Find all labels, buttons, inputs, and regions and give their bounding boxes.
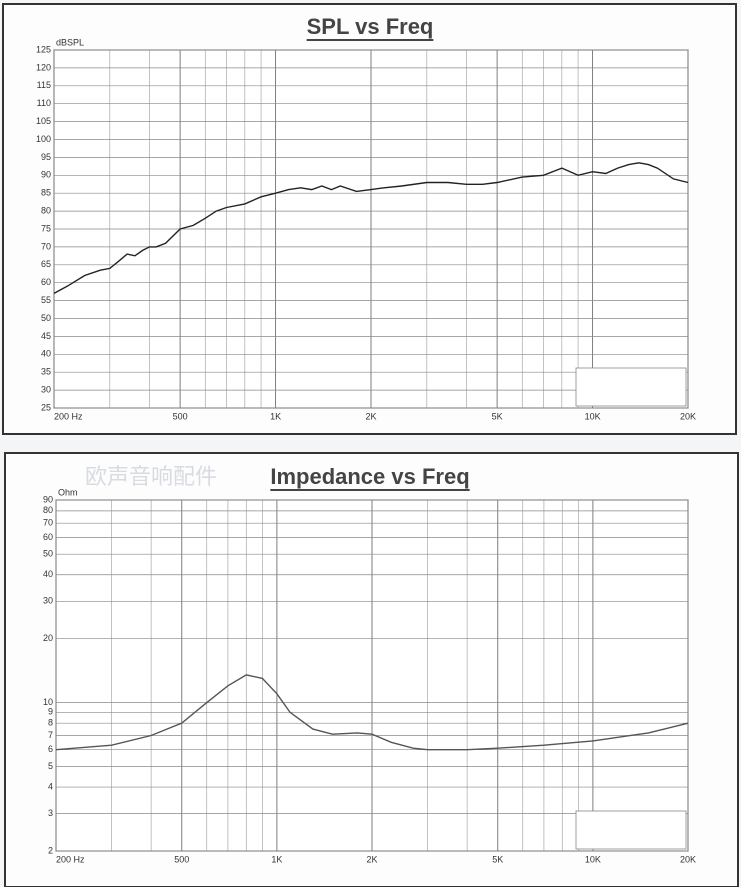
data-line [55, 674, 689, 751]
y-tick-label: 70 [43, 518, 53, 528]
y-tick-label: 9 [48, 707, 53, 717]
y-tick-label: 30 [41, 384, 51, 394]
x-tick-label: 2K [365, 411, 376, 421]
y-tick-label: 75 [41, 223, 51, 233]
y-tick-label: 4 [48, 781, 53, 791]
x-tick-label: 1K [270, 411, 281, 421]
y-tick-label: 115 [37, 80, 51, 90]
y-tick-label: 2 [48, 845, 53, 855]
y-tick-label: 30 [43, 596, 53, 606]
x-tick-label: 200 Hz [56, 854, 85, 864]
data-line [53, 162, 689, 295]
y-tick-label: 50 [41, 313, 51, 323]
y-tick-label: 45 [41, 331, 51, 341]
y-tick-label: 10 [43, 697, 53, 707]
chart-title: Impedance vs Freq [270, 464, 469, 489]
y-tick-label: 35 [41, 367, 51, 377]
y-tick-label: 60 [41, 277, 51, 287]
y-tick-label: 80 [43, 505, 53, 515]
y-tick-label: 20 [43, 633, 53, 643]
y-tick-label: 8 [48, 718, 53, 728]
y-tick-label: 110 [37, 98, 51, 108]
y-tick-label: 50 [43, 549, 53, 559]
y-tick-label: 7 [48, 730, 53, 740]
y-tick-label: 40 [41, 349, 51, 359]
x-tick-label: 5K [492, 411, 503, 421]
x-tick-label: 10K [585, 411, 601, 421]
y-tick-label: 70 [41, 241, 51, 251]
logo-box [575, 810, 687, 850]
x-tick-label: 1K [271, 854, 282, 864]
x-tick-label: 10K [585, 854, 601, 864]
y-axis-label: dBSPL [56, 37, 84, 47]
x-tick-label: 20K [680, 854, 696, 864]
y-tick-label: 5 [48, 761, 53, 771]
x-tick-label: 500 [174, 854, 189, 864]
y-tick-label: 125 [36, 44, 51, 54]
y-tick-label: 40 [43, 569, 53, 579]
y-tick-label: 60 [43, 532, 53, 542]
x-tick-label: 2K [366, 854, 377, 864]
x-tick-label: 20K [680, 411, 696, 421]
y-tick-label: 120 [36, 62, 51, 72]
y-tick-label: 105 [36, 116, 51, 126]
y-tick-label: 85 [41, 188, 51, 198]
y-tick-label: 90 [41, 170, 51, 180]
y-tick-label: 25 [41, 402, 51, 412]
y-tick-label: 6 [48, 744, 53, 754]
y-tick-label: 3 [48, 808, 53, 818]
y-tick-label: 100 [36, 134, 51, 144]
x-tick-label: 500 [173, 411, 188, 421]
y-tick-label: 90 [43, 494, 53, 504]
x-tick-label: 5K [492, 854, 503, 864]
chart-title: SPL vs Freq [307, 14, 434, 39]
y-tick-label: 55 [41, 295, 51, 305]
y-tick-label: 65 [41, 259, 51, 269]
y-axis-label: Ohm [58, 487, 78, 497]
x-tick-label: 200 Hz [54, 411, 83, 421]
logo-box [575, 367, 687, 407]
y-tick-label: 80 [41, 205, 51, 215]
y-tick-label: 95 [41, 152, 51, 162]
watermark: 欧声音响配件 [85, 464, 217, 489]
